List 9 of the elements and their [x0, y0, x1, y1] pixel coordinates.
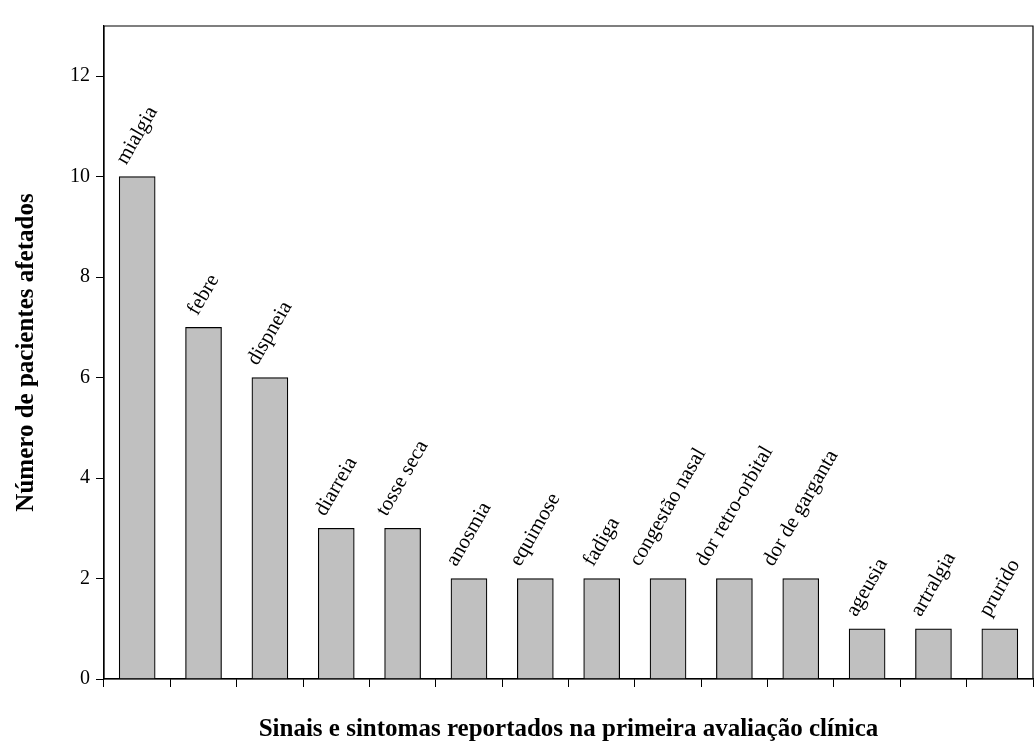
- y-tick-label: 12: [70, 63, 90, 86]
- y-tick-label: 10: [70, 163, 90, 186]
- y-tick-label: 6: [80, 364, 90, 387]
- y-tick-label: 4: [80, 465, 90, 488]
- y-tick-label: 0: [80, 666, 90, 689]
- x-axis-title: Sinais e sintomas reportados na primeira avaliação clínica: [258, 714, 879, 742]
- y-tick-label: 2: [80, 565, 90, 588]
- y-tick-label: 8: [80, 264, 90, 287]
- y-axis-title: Número de pacientes afetados: [11, 193, 39, 512]
